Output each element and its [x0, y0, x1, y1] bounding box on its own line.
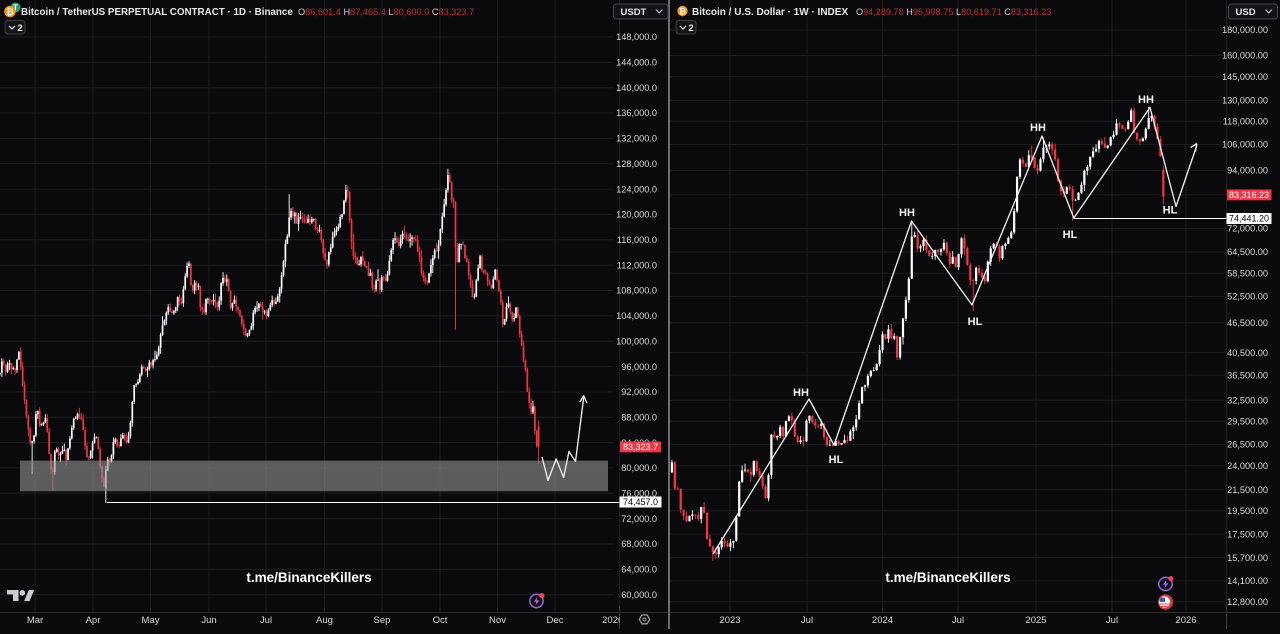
svg-text:52,500.00: 52,500.00: [1227, 292, 1268, 302]
svg-text:132,000.0: 132,000.0: [616, 134, 657, 144]
svg-text:145,000.00: 145,000.00: [1222, 72, 1268, 82]
svg-text:2026: 2026: [1175, 615, 1196, 626]
svg-text:24,000.00: 24,000.00: [1227, 461, 1268, 471]
svg-text:72,000.00: 72,000.00: [1227, 223, 1268, 233]
svg-text:46,500.00: 46,500.00: [1227, 318, 1268, 328]
svg-text:15,700.00: 15,700.00: [1227, 553, 1268, 563]
svg-text:Dec: Dec: [547, 615, 564, 626]
svg-text:26,500.00: 26,500.00: [1227, 440, 1268, 450]
svg-text:12,800.00: 12,800.00: [1227, 597, 1268, 607]
svg-text:74,457.0: 74,457.0: [623, 497, 658, 507]
svg-text:2024: 2024: [872, 615, 893, 626]
svg-text:88,000.0: 88,000.0: [621, 412, 657, 422]
svg-text:T: T: [13, 4, 18, 13]
svg-text:96,000.0: 96,000.0: [621, 362, 657, 372]
svg-text:2: 2: [17, 23, 22, 34]
svg-text:Jul: Jul: [952, 615, 964, 626]
svg-text:130,000.00: 130,000.00: [1222, 96, 1268, 106]
svg-text:Oct: Oct: [433, 615, 448, 626]
svg-text:Sep: Sep: [374, 615, 391, 626]
svg-text:83,323.7: 83,323.7: [623, 442, 658, 452]
svg-text:36,500.00: 36,500.00: [1227, 370, 1268, 380]
svg-text:104,000.0: 104,000.0: [616, 311, 657, 321]
svg-text:Aug: Aug: [316, 615, 333, 626]
svg-text:60,000.0: 60,000.0: [621, 590, 657, 600]
svg-text:14,100.00: 14,100.00: [1227, 576, 1268, 586]
svg-text:t.me/BinanceKillers: t.me/BinanceKillers: [885, 570, 1010, 585]
svg-text:Jul: Jul: [260, 615, 272, 626]
svg-text:HH: HH: [793, 387, 809, 399]
svg-text:USD: USD: [1236, 7, 1256, 18]
svg-text:2025: 2025: [1025, 615, 1046, 626]
svg-text:83,316.23: 83,316.23: [1229, 190, 1269, 200]
svg-text:100,000.0: 100,000.0: [616, 336, 657, 346]
svg-text:64,500.00: 64,500.00: [1227, 247, 1268, 257]
svg-text:HH: HH: [1138, 94, 1154, 106]
svg-text:Apr: Apr: [86, 615, 101, 626]
svg-text:40,500.00: 40,500.00: [1227, 348, 1268, 358]
svg-text:118,000.00: 118,000.00: [1223, 117, 1268, 127]
svg-text:O86,601.4 H87,465.4 L80,600.0: O86,601.4 H87,465.4 L80,600.0 C83,323.7: [298, 7, 474, 17]
svg-text:Jun: Jun: [201, 615, 216, 626]
svg-text:HH: HH: [899, 207, 915, 219]
svg-text:136,000.0: 136,000.0: [616, 108, 657, 118]
svg-text:Mar: Mar: [27, 615, 43, 626]
svg-text:128,000.0: 128,000.0: [616, 159, 657, 169]
svg-text:2: 2: [688, 23, 693, 34]
svg-text:74,441.20: 74,441.20: [1229, 214, 1269, 224]
svg-text:USDT: USDT: [621, 7, 647, 18]
svg-text:112,000.0: 112,000.0: [617, 260, 657, 270]
svg-text:Jul: Jul: [1106, 615, 1118, 626]
svg-text:HL: HL: [829, 454, 844, 466]
svg-text:92,000.0: 92,000.0: [621, 387, 657, 397]
svg-text:₿: ₿: [679, 6, 686, 16]
svg-text:t.me/BinanceKillers: t.me/BinanceKillers: [246, 570, 371, 585]
svg-text:124,000.0: 124,000.0: [616, 184, 657, 194]
svg-text:19,500.00: 19,500.00: [1227, 506, 1268, 516]
svg-text:17,500.00: 17,500.00: [1227, 529, 1268, 539]
svg-text:120,000.0: 120,000.0: [616, 210, 657, 220]
svg-text:HL: HL: [1163, 205, 1178, 217]
svg-text:116,000.0: 116,000.0: [617, 235, 657, 245]
svg-text:29,500.00: 29,500.00: [1227, 416, 1268, 426]
svg-text:106,000.00: 106,000.00: [1222, 140, 1268, 150]
svg-text:180,000.00: 180,000.00: [1222, 25, 1268, 35]
svg-text:HL: HL: [968, 316, 983, 328]
svg-text:58,500.00: 58,500.00: [1227, 268, 1268, 278]
svg-text:Bitcoin / TetherUS PERPETUAL C: Bitcoin / TetherUS PERPETUAL CONTRACT · …: [21, 7, 293, 18]
svg-text:148,000.0: 148,000.0: [616, 32, 657, 42]
svg-text:144,000.0: 144,000.0: [616, 58, 657, 68]
svg-text:May: May: [142, 615, 160, 626]
svg-text:₿: ₿: [6, 7, 13, 17]
svg-text:HH: HH: [1030, 122, 1046, 134]
svg-text:Nov: Nov: [489, 615, 506, 626]
svg-text:68,000.0: 68,000.0: [621, 539, 657, 549]
svg-text:O94,289.78 H95,998.75 L80,619.: O94,289.78 H95,998.75 L80,619.71 C83,316…: [856, 7, 1051, 17]
svg-text:64,000.0: 64,000.0: [621, 565, 657, 575]
svg-text:94,000.00: 94,000.00: [1227, 166, 1268, 176]
svg-text:21,500.00: 21,500.00: [1227, 485, 1268, 495]
svg-text:2026: 2026: [602, 615, 623, 626]
svg-text:72,000.0: 72,000.0: [621, 514, 657, 524]
svg-text:108,000.0: 108,000.0: [616, 286, 657, 296]
svg-text:140,000.0: 140,000.0: [616, 83, 657, 93]
svg-text:32,500.00: 32,500.00: [1227, 395, 1268, 405]
svg-text:Jul: Jul: [801, 615, 813, 626]
svg-text:80,000.0: 80,000.0: [621, 463, 657, 473]
svg-text:2023: 2023: [719, 615, 740, 626]
svg-text:HL: HL: [1063, 229, 1078, 241]
svg-text:160,000.00: 160,000.00: [1222, 51, 1268, 61]
svg-text:Bitcoin / U.S. Dollar · 1W · I: Bitcoin / U.S. Dollar · 1W · INDEX: [692, 7, 848, 18]
svg-text:76,000.0: 76,000.0: [621, 489, 657, 499]
